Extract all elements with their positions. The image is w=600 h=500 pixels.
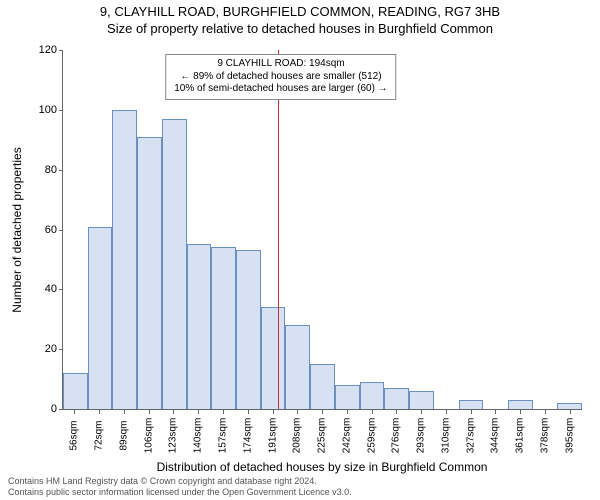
x-tick-mark: [149, 410, 150, 414]
y-tick-label: 20: [45, 343, 57, 355]
footer-attribution: Contains HM Land Registry data © Crown c…: [8, 476, 352, 498]
annotation-box: 9 CLAYHILL ROAD: 194sqm ← 89% of detache…: [165, 54, 396, 100]
bar: [236, 250, 261, 409]
x-tick-label: 72sqm: [94, 420, 105, 450]
bar: [261, 307, 286, 409]
y-tick-label: 0: [51, 403, 57, 415]
bar: [187, 244, 212, 409]
x-tick-mark: [173, 410, 174, 414]
x-tick-label: 208sqm: [292, 418, 303, 454]
x-tick-mark: [520, 410, 521, 414]
x-tick-label: 395sqm: [564, 418, 575, 454]
x-tick-label: 259sqm: [366, 418, 377, 454]
x-tick-mark: [124, 410, 125, 414]
x-tick-label: 225sqm: [317, 418, 328, 454]
x-tick-label: 191sqm: [267, 418, 278, 454]
x-tick-mark: [421, 410, 422, 414]
annotation-line-2: ← 89% of detached houses are smaller (51…: [174, 71, 387, 84]
x-tick-mark: [471, 410, 472, 414]
y-tick-mark: [59, 110, 63, 111]
plot-area: Number of detached properties 9 CLAYHILL…: [62, 50, 582, 410]
x-tick-mark: [74, 410, 75, 414]
x-tick-label: 327sqm: [465, 418, 476, 454]
x-tick-mark: [248, 410, 249, 414]
x-tick-label: 140sqm: [193, 418, 204, 454]
bar: [508, 400, 533, 409]
x-tick-mark: [322, 410, 323, 414]
y-tick-mark: [59, 50, 63, 51]
x-tick-label: 157sqm: [217, 418, 228, 454]
page-title-line1: 9, CLAYHILL ROAD, BURGHFIELD COMMON, REA…: [0, 0, 600, 19]
annotation-line-1: 9 CLAYHILL ROAD: 194sqm: [174, 58, 387, 71]
x-tick-mark: [570, 410, 571, 414]
y-tick-label: 60: [45, 224, 57, 236]
y-tick-mark: [59, 170, 63, 171]
bar: [88, 227, 113, 409]
x-tick-mark: [372, 410, 373, 414]
bar: [360, 382, 385, 409]
bar: [162, 119, 187, 409]
x-tick-mark: [396, 410, 397, 414]
annotation-line-3: 10% of semi-detached houses are larger (…: [174, 83, 387, 96]
x-tick-mark: [99, 410, 100, 414]
marker-vline: [278, 50, 279, 409]
x-tick-label: 293sqm: [416, 418, 427, 454]
bar: [112, 110, 137, 409]
x-tick-label: 123sqm: [168, 418, 179, 454]
bar: [137, 137, 162, 409]
bar: [63, 373, 88, 409]
y-tick-label: 120: [39, 44, 57, 56]
x-tick-mark: [545, 410, 546, 414]
x-tick-label: 310sqm: [440, 418, 451, 454]
histogram-chart: Number of detached properties 9 CLAYHILL…: [62, 50, 582, 410]
x-tick-label: 344sqm: [490, 418, 501, 454]
x-tick-label: 89sqm: [118, 420, 129, 450]
x-tick-label: 242sqm: [341, 418, 352, 454]
x-tick-mark: [223, 410, 224, 414]
x-tick-label: 361sqm: [515, 418, 526, 454]
y-axis-label: Number of detached properties: [10, 147, 24, 312]
x-axis-label: Distribution of detached houses by size …: [62, 460, 582, 474]
footer-line-1: Contains HM Land Registry data © Crown c…: [8, 476, 352, 487]
bar: [310, 364, 335, 409]
x-tick-label: 56sqm: [69, 420, 80, 450]
bar: [384, 388, 409, 409]
x-tick-mark: [446, 410, 447, 414]
bar: [285, 325, 310, 409]
bar: [211, 247, 236, 409]
bar: [557, 403, 582, 409]
x-tick-label: 378sqm: [539, 418, 550, 454]
bar: [409, 391, 434, 409]
y-tick-label: 80: [45, 164, 57, 176]
x-tick-label: 106sqm: [143, 418, 154, 454]
page-title-line2: Size of property relative to detached ho…: [0, 19, 600, 36]
y-tick-mark: [59, 349, 63, 350]
y-tick-mark: [59, 409, 63, 410]
y-tick-mark: [59, 289, 63, 290]
x-tick-mark: [347, 410, 348, 414]
x-tick-mark: [198, 410, 199, 414]
x-tick-label: 276sqm: [391, 418, 402, 454]
y-tick-mark: [59, 230, 63, 231]
y-tick-label: 100: [39, 104, 57, 116]
footer-line-2: Contains public sector information licen…: [8, 487, 352, 498]
y-tick-label: 40: [45, 283, 57, 295]
x-tick-mark: [495, 410, 496, 414]
bars-container: [63, 50, 582, 409]
x-tick-mark: [273, 410, 274, 414]
x-tick-label: 174sqm: [242, 418, 253, 454]
x-tick-mark: [297, 410, 298, 414]
bar: [335, 385, 360, 409]
bar: [459, 400, 484, 409]
